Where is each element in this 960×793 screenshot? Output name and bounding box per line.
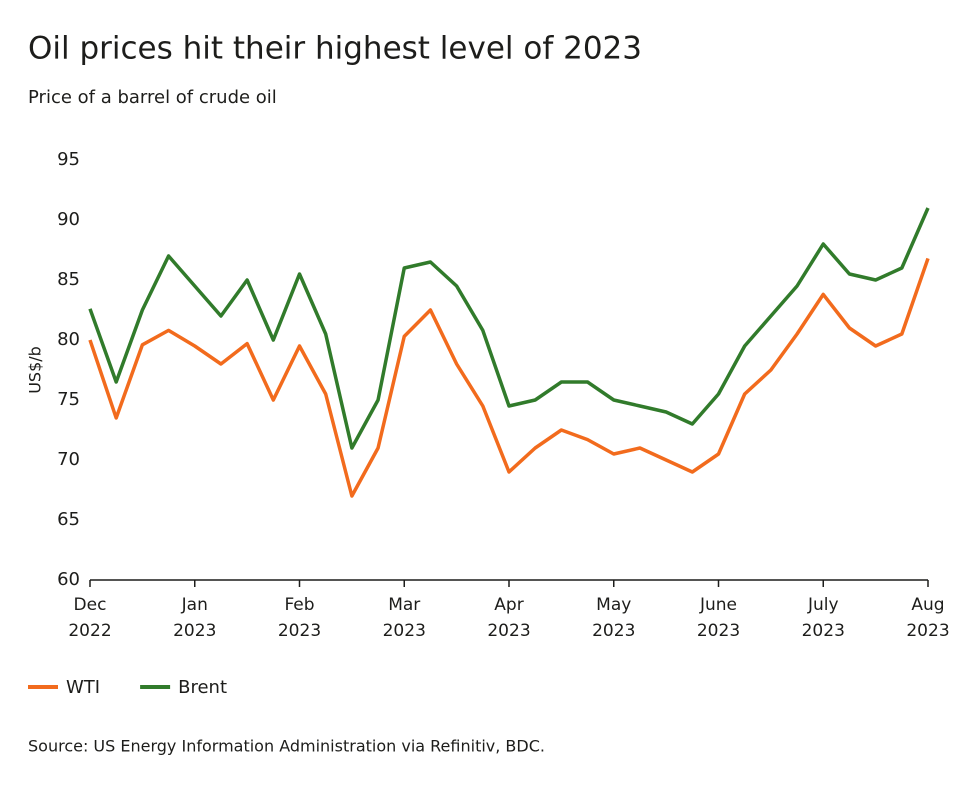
line-series [88, 207, 930, 450]
y-tick-label: 75 [57, 389, 80, 410]
x-tick-label: Aug 2023 [906, 595, 950, 641]
x-tick-label: Feb 2023 [277, 595, 322, 641]
y-tick-label: 65 [57, 509, 80, 530]
x-tick-label: Mar 2023 [382, 595, 426, 641]
x-tick-label: Dec 2022 [68, 595, 112, 641]
x-tick-label: May 2023 [592, 595, 636, 641]
y-tick-label: 60 [57, 569, 80, 590]
y-tick-label: 95 [57, 149, 80, 170]
chart-subtitle: Price of a barrel of crude oil [28, 87, 277, 108]
y-axis-label: US$/b [26, 346, 45, 394]
y-tick-label: 85 [57, 269, 80, 290]
line-series [88, 257, 930, 498]
chart-title: Oil prices hit their highest level of 20… [28, 31, 642, 67]
x-tick-label: June 2023 [696, 595, 741, 641]
legend-label: WTI [66, 677, 100, 698]
x-tick-label: Apr 2023 [487, 595, 531, 641]
y-tick-label: 80 [57, 329, 80, 350]
source-note: Source: US Energy Information Administra… [28, 737, 545, 756]
y-tick-label: 70 [57, 449, 80, 470]
legend-label: Brent [178, 677, 227, 698]
x-tick-label: Jan 2023 [173, 595, 217, 641]
x-tick-label: July 2023 [801, 595, 845, 641]
y-tick-label: 90 [57, 209, 80, 230]
